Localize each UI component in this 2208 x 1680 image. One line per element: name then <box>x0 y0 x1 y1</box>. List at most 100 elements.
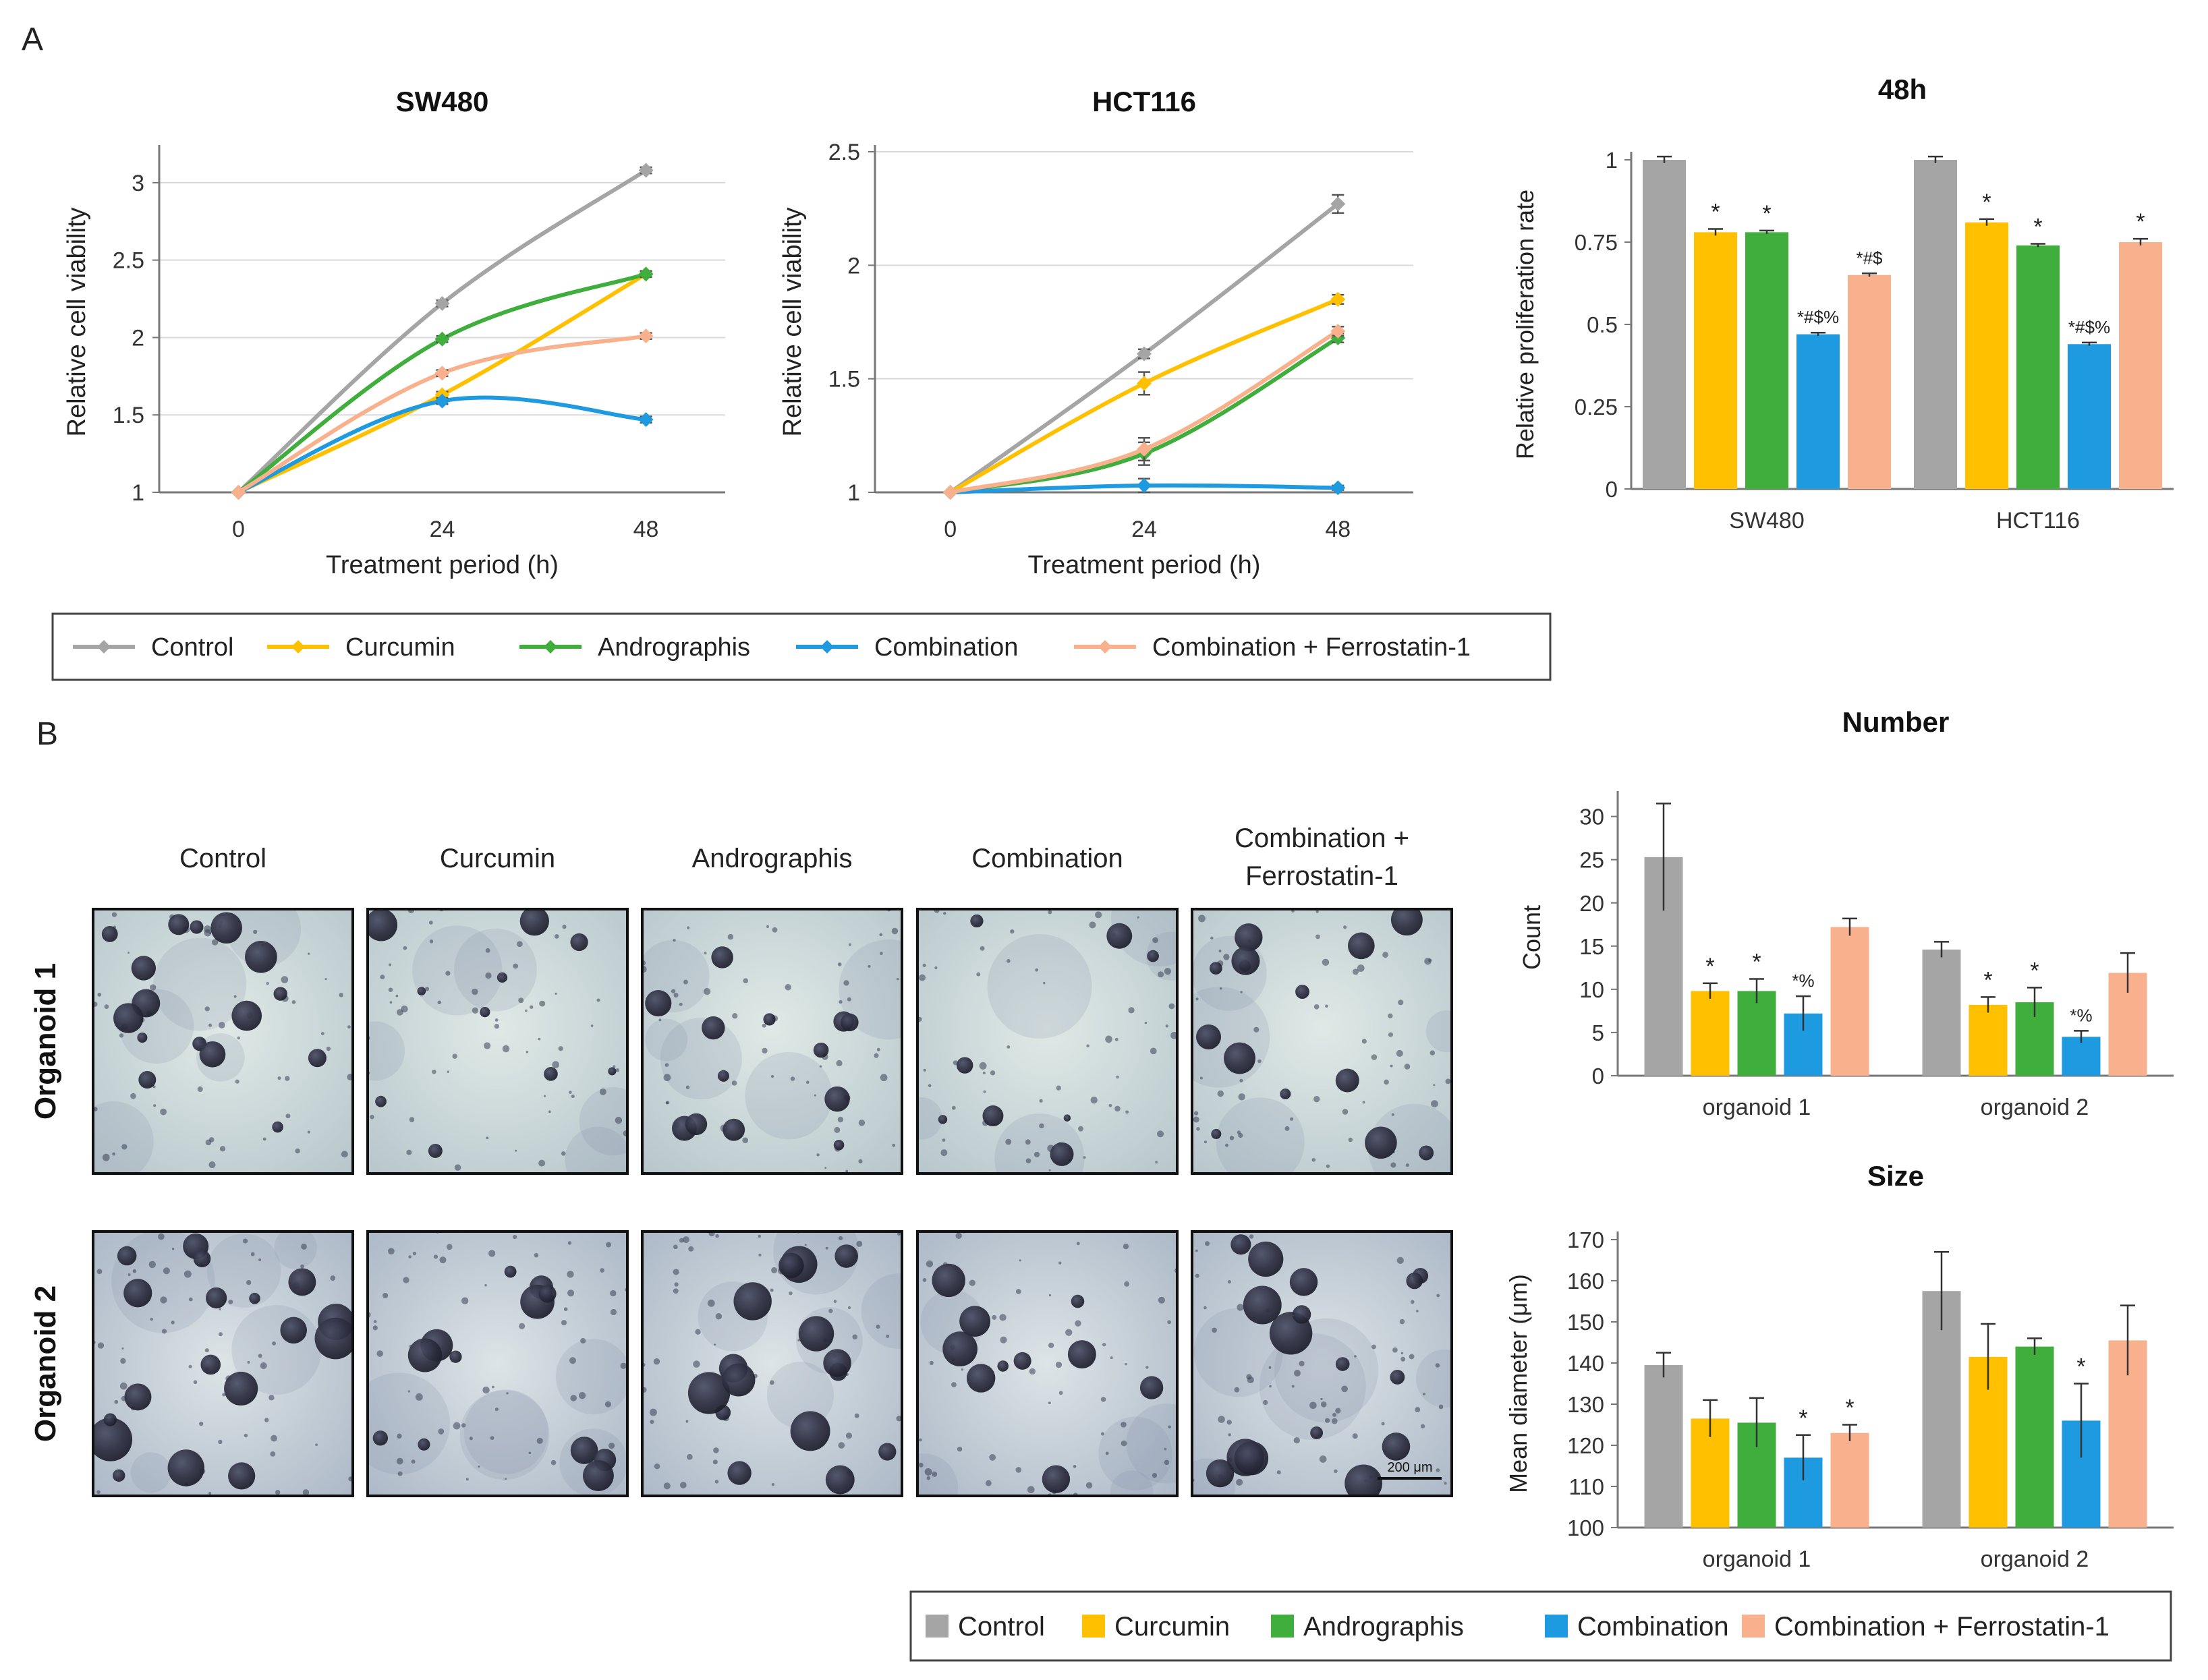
debris <box>484 1042 491 1049</box>
debris <box>307 1130 310 1134</box>
debris <box>555 992 557 995</box>
debris <box>432 1069 436 1074</box>
micrograph-frame <box>366 1230 629 1497</box>
debris <box>1170 1031 1177 1039</box>
debris <box>1152 937 1158 944</box>
debris <box>1055 1361 1063 1368</box>
debris <box>538 1037 541 1041</box>
debris <box>1164 1447 1167 1451</box>
organoid <box>1335 1068 1359 1093</box>
legend-label: Combination + Ferrostatin-1 <box>1774 1612 2110 1642</box>
debris <box>1034 1151 1040 1158</box>
debris <box>1015 1289 1021 1294</box>
significance-mark: * <box>2136 209 2145 235</box>
debris <box>892 1143 896 1147</box>
bar-control <box>1914 160 1957 489</box>
haze <box>645 1018 688 1062</box>
debris <box>804 1244 807 1246</box>
debris <box>128 1273 131 1277</box>
y-tick-label: 1.5 <box>828 367 860 393</box>
legend-marker <box>291 640 305 654</box>
debris <box>96 1490 101 1495</box>
y-tick-label: 15 <box>1579 934 1604 959</box>
data-point <box>1330 291 1346 307</box>
debris <box>879 933 883 937</box>
debris <box>951 1105 956 1110</box>
x-tick-label: 0 <box>232 517 245 542</box>
debris <box>160 1108 167 1116</box>
debris <box>1105 1451 1109 1455</box>
debris <box>1165 1024 1169 1028</box>
debris <box>886 1334 890 1338</box>
organoid <box>418 1438 430 1451</box>
y-tick-label: 0.5 <box>1587 312 1618 337</box>
chart-48h: 48h 0 0.25 0.5 0.75 1 Relative proliferation r… <box>1511 74 2174 533</box>
bar-control <box>1922 1291 1961 1528</box>
debris <box>1343 925 1347 929</box>
debris <box>1299 1360 1305 1366</box>
debris <box>1075 1320 1081 1327</box>
y-tick-label: 0 <box>1606 477 1618 502</box>
debris <box>1335 1408 1341 1414</box>
debris <box>1331 1418 1338 1424</box>
debris <box>1226 1420 1232 1425</box>
debris <box>658 1018 662 1022</box>
debris <box>1027 1486 1035 1494</box>
debris <box>150 1317 153 1321</box>
organoid <box>1365 1126 1397 1159</box>
debris <box>1382 952 1388 958</box>
debris <box>1240 991 1243 993</box>
organoid <box>1230 1234 1251 1255</box>
legend-a: Control Curcumin Andrographis Combination Co… <box>51 612 1552 681</box>
debris <box>1150 1047 1157 1055</box>
debris <box>1145 1366 1149 1369</box>
debris <box>188 1364 192 1368</box>
organoid <box>288 1268 316 1296</box>
significance-mark: * <box>1983 967 1992 993</box>
significance-mark: * <box>1705 954 1714 979</box>
debris <box>415 1393 423 1401</box>
organoid <box>583 1460 614 1491</box>
debris <box>445 971 451 976</box>
debris <box>1039 1123 1044 1129</box>
debris <box>1404 1064 1411 1070</box>
haze <box>579 1087 627 1156</box>
debris <box>97 992 102 997</box>
debris <box>341 1151 348 1158</box>
organoid <box>959 1306 991 1337</box>
chart-number: Number 0 5 10 15 20 25 30 Count organoid 1 * * *% org… <box>1518 706 2174 1120</box>
haze <box>227 909 302 966</box>
organoid <box>428 1143 443 1158</box>
debris <box>514 1149 517 1152</box>
organoid <box>193 1250 211 1268</box>
debris <box>518 997 524 1004</box>
chart-title: Size <box>1867 1160 1924 1192</box>
debris <box>924 1468 932 1476</box>
organoid <box>103 1413 117 1426</box>
y-tick-label: 2.5 <box>113 248 144 274</box>
debris <box>339 993 343 997</box>
debris <box>484 1283 487 1287</box>
debris <box>153 1104 157 1107</box>
organoid <box>687 1372 731 1414</box>
micrograph-image <box>1191 908 1453 1175</box>
organoid <box>375 1095 387 1107</box>
debris <box>919 974 926 981</box>
organoid <box>93 1418 133 1461</box>
debris <box>370 1114 374 1120</box>
debris <box>1388 1013 1393 1018</box>
debris <box>1076 1242 1080 1246</box>
debris <box>171 1321 175 1325</box>
category-label: SW480 <box>1729 508 1805 533</box>
debris <box>838 1236 843 1241</box>
debris <box>1391 1113 1394 1116</box>
debris <box>567 1241 572 1245</box>
organoid <box>966 1364 996 1393</box>
organoid <box>1067 1340 1096 1369</box>
debris <box>528 1451 532 1455</box>
haze <box>1098 1416 1172 1490</box>
micrograph-image <box>1191 1230 1453 1497</box>
legend-bar-swatch <box>1082 1615 1105 1638</box>
organoids <box>1192 909 1452 1174</box>
debris <box>880 952 883 955</box>
